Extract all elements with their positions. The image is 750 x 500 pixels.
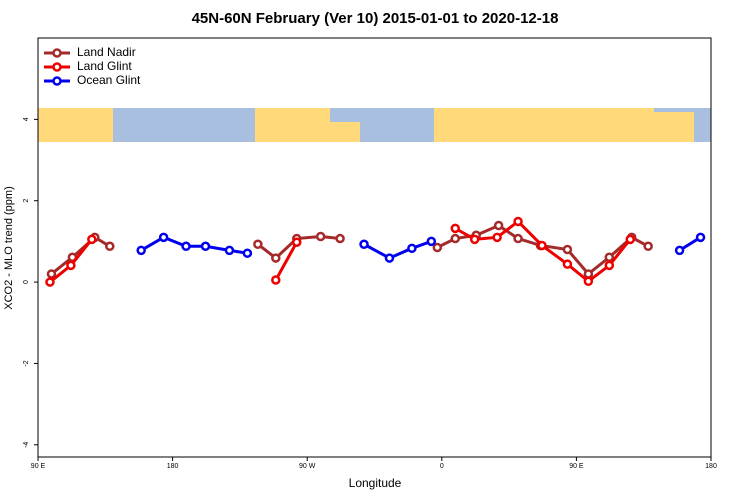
data-point: [537, 240, 547, 251]
y-tick-label: 4: [23, 117, 30, 121]
chart-title: 45N-60N February (Ver 10) 2015-01-01 to …: [192, 10, 559, 27]
data-point: [335, 233, 345, 244]
map-band: [38, 108, 711, 142]
data-point: [426, 236, 437, 247]
x-tick-label: 0: [440, 463, 444, 470]
data-point: [105, 241, 115, 252]
x-tick-label: 90 E: [31, 463, 46, 470]
data-point: [242, 248, 253, 258]
data-point: [562, 259, 573, 269]
y-axis-label: XCO2 - MLO trend (ppm): [3, 186, 15, 309]
data-point: [271, 253, 281, 263]
data-point: [200, 241, 211, 252]
y-tick-label: 0: [23, 280, 30, 284]
data-point: [315, 231, 326, 242]
x-tick-label: 180: [167, 463, 179, 470]
data-point: [513, 216, 523, 227]
data-point: [359, 239, 369, 249]
data-point: [407, 243, 417, 254]
legend-marker: [52, 48, 62, 58]
plot-frame: [37, 37, 712, 458]
data-point: [493, 220, 504, 231]
x-axis-label: Longitude: [349, 476, 402, 490]
data-point: [625, 234, 635, 245]
y-tick-label: -4: [23, 442, 30, 448]
data-point: [253, 239, 263, 249]
data-point: [674, 245, 685, 256]
series-line: [274, 241, 299, 281]
series-line: [454, 219, 632, 284]
data-point: [46, 269, 57, 279]
data-point: [450, 223, 461, 234]
legend-label: Land Nadir: [77, 45, 136, 59]
legend-marker: [52, 62, 62, 72]
legend-marker: [52, 76, 62, 86]
data-point: [432, 242, 443, 253]
x-tick-label: 90 W: [299, 463, 316, 470]
series-line: [363, 239, 432, 260]
data-point: [271, 275, 281, 285]
data-point: [450, 233, 461, 244]
legend-label: Ocean Glint: [77, 73, 141, 87]
data-point: [604, 260, 615, 271]
data-point: [492, 232, 502, 243]
data-point: [583, 269, 594, 279]
data-point: [136, 245, 146, 256]
data-point: [513, 233, 523, 244]
data-point: [469, 234, 480, 245]
data-point: [562, 244, 573, 255]
data-point: [87, 234, 97, 245]
data-point: [224, 245, 235, 256]
data-point: [643, 241, 653, 252]
x-tick-label: 90 E: [569, 463, 584, 470]
data-point: [291, 237, 302, 247]
data-point: [695, 232, 706, 243]
data-point: [604, 252, 615, 263]
data-point: [384, 253, 395, 263]
x-tick-label: 180: [705, 463, 717, 470]
data-point: [158, 232, 169, 243]
y-tick-label: 2: [23, 199, 30, 203]
data-point: [583, 276, 594, 287]
y-tick-label: -2: [23, 360, 30, 366]
data-point: [181, 241, 191, 252]
data-point: [66, 260, 76, 271]
data-point: [45, 277, 55, 287]
legend-label: Land Glint: [77, 59, 132, 73]
